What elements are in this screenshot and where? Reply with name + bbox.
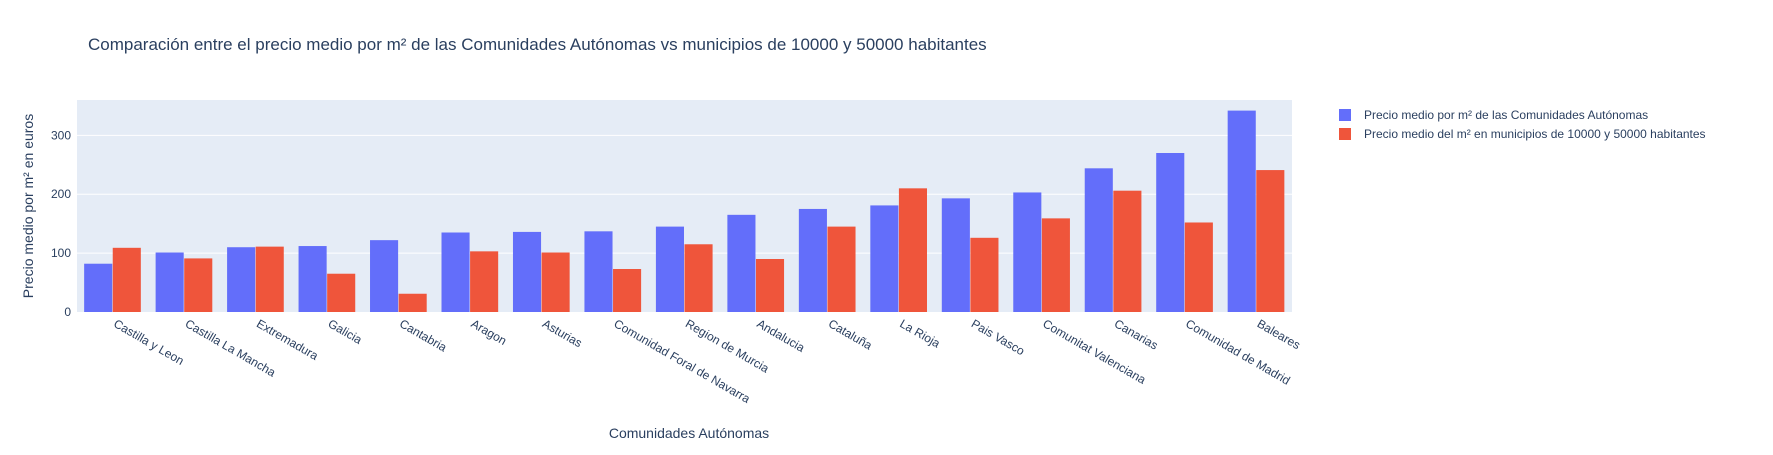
x-tick-label: Galicia [326,316,365,347]
x-tick-label: La Rioja [897,316,942,350]
x-tick-label: Canarias [1112,316,1161,352]
x-tick-label: Pais Vasco [969,316,1027,358]
bar-series-2[interactable] [898,188,927,312]
legend: Precio medio por m² de las Comunidades A… [1339,108,1706,141]
legend-item-series-1[interactable]: Precio medio por m² de las Comunidades A… [1339,108,1648,122]
bar-series-2[interactable] [1041,218,1070,312]
legend-label-series-1: Precio medio por m² de las Comunidades A… [1364,108,1648,122]
bar-series-1[interactable] [1084,168,1113,312]
y-tick-label: 100 [51,246,71,260]
x-tick-label: Castilla y Leon [111,316,186,367]
bar-series-2[interactable] [613,269,642,312]
x-axis-title: Comunidades Autónomas [609,425,769,441]
bar-series-2[interactable] [112,247,141,312]
x-tick-label: Asturias [540,316,585,350]
bar-series-2[interactable] [184,258,213,312]
bar-series-2[interactable] [470,251,499,312]
bar-series-2[interactable] [684,244,713,312]
y-tick-label: 300 [51,128,71,142]
bar-series-1[interactable] [370,240,399,312]
y-axis-ticks: 0 100 200 300 [51,128,71,319]
bar-series-1[interactable] [298,246,327,312]
legend-label-series-2: Precio medio del m² en municipios de 100… [1364,127,1706,141]
bar-series-1[interactable] [584,231,613,312]
bar-series-2[interactable] [255,246,284,312]
chart-title: Comparación entre el precio medio por m²… [88,35,987,54]
y-axis-title: Precio medio por m² en euros [20,114,36,298]
bar-series-2[interactable] [1184,222,1213,312]
bar-series-1[interactable] [1013,192,1042,312]
x-tick-label: Cantabria [397,316,449,354]
bar-series-1[interactable] [512,231,542,312]
x-tick-label: Andalucia [754,316,807,355]
legend-swatch-series-2 [1339,128,1351,140]
bars [84,110,1285,313]
bar-series-1[interactable] [655,226,684,312]
bar-series-1[interactable] [441,232,470,313]
bar-series-2[interactable] [398,293,427,312]
y-tick-label: 200 [51,187,71,201]
bar-series-1[interactable] [227,247,256,312]
x-tick-label: Baleares [1255,316,1303,352]
bar-series-2[interactable] [1113,190,1142,312]
bar-series-1[interactable] [1227,110,1256,312]
bar-series-2[interactable] [755,259,785,312]
bar-series-1[interactable] [84,263,113,312]
bar-series-2[interactable] [541,252,570,312]
x-tick-label: Extremadura [254,316,321,363]
bar-series-1[interactable] [155,252,184,312]
bar-series-2[interactable] [1256,170,1285,312]
legend-item-series-2[interactable]: Precio medio del m² en municipios de 100… [1339,127,1706,141]
bar-series-2[interactable] [827,226,856,312]
bar-series-2[interactable] [970,237,999,312]
bar-series-1[interactable] [798,208,827,312]
bar-series-2[interactable] [327,273,356,312]
x-tick-label: Comunidad Foral de Navarra [612,316,753,406]
legend-swatch-series-1 [1339,109,1351,121]
bar-series-1[interactable] [727,214,756,312]
bar-series-1[interactable] [870,205,899,312]
x-tick-label: Aragon [469,316,510,347]
bar-series-1[interactable] [1156,153,1185,312]
y-tick-label: 0 [64,305,71,319]
x-tick-label: Cataluña [826,316,875,352]
bar-series-1[interactable] [941,198,970,312]
